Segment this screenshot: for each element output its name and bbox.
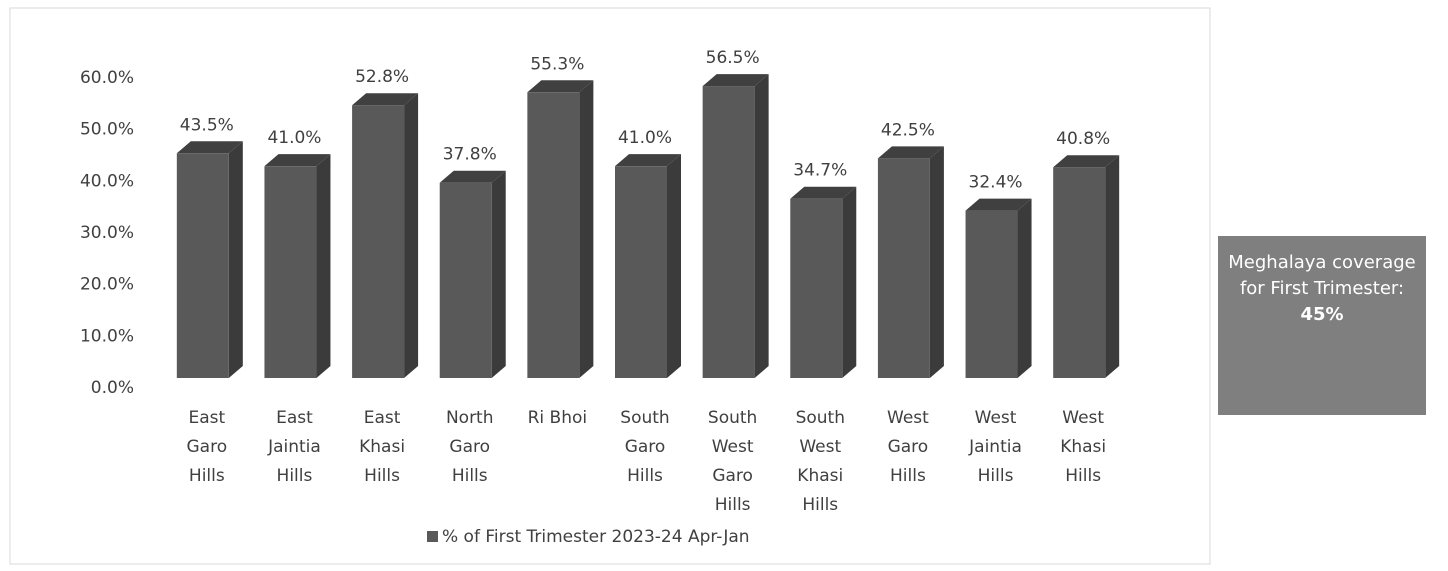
data-label: 37.8%: [443, 145, 497, 165]
x-tick-label: East Garo Hills: [187, 408, 228, 486]
bar: [877, 158, 930, 378]
bar-side: [754, 74, 769, 378]
bar-top: [790, 186, 857, 199]
data-label: 40.8%: [1056, 129, 1110, 149]
bar-side: [929, 146, 944, 378]
bar: [1053, 167, 1106, 378]
bar: [527, 92, 580, 379]
bar-top: [439, 170, 506, 183]
bar-top: [527, 80, 594, 93]
data-label: 52.8%: [355, 67, 409, 87]
bar-side: [667, 154, 681, 378]
bar: [352, 105, 405, 378]
bar: [264, 166, 317, 378]
bar-side: [228, 141, 243, 378]
legend-swatch: [427, 531, 438, 542]
x-tick-label: West Garo Hills: [887, 408, 929, 486]
y-tick-label: 50.0%: [80, 120, 134, 140]
bar-top: [176, 141, 243, 154]
bar-top: [877, 146, 944, 159]
data-label: 43.5%: [180, 115, 234, 135]
bar-top: [264, 154, 331, 167]
x-tick-label: North Garo Hills: [446, 408, 494, 486]
y-tick-label: 20.0%: [80, 275, 134, 295]
bar-top: [1053, 155, 1120, 168]
bar-side: [404, 93, 419, 378]
bar-side: [1017, 198, 1032, 378]
data-label: 41.0%: [618, 128, 672, 148]
bar-side: [842, 186, 857, 378]
bar: [702, 86, 755, 378]
data-label: 56.5%: [706, 48, 760, 68]
data-label: 42.5%: [881, 120, 935, 140]
bar-top: [615, 154, 681, 167]
summary-text: Meghalaya coverage for First Trimester:: [1228, 252, 1416, 299]
bar: [615, 166, 667, 378]
x-tick-label: East Jaintia Hills: [267, 408, 321, 486]
x-tick-label: South West Garo Hills: [708, 408, 757, 515]
x-tick-label: East Khasi Hills: [359, 408, 405, 486]
summary-value: 45%: [1300, 304, 1344, 325]
bar: [176, 153, 229, 378]
x-tick-label: South Garo Hills: [620, 408, 669, 486]
bar-side: [1105, 155, 1120, 378]
x-tick-label: West Khasi Hills: [1060, 408, 1106, 486]
data-label: 55.3%: [530, 54, 584, 74]
bar: [965, 210, 1018, 378]
y-tick-label: 60.0%: [80, 68, 134, 88]
bar-top: [965, 198, 1032, 211]
y-tick-label: 40.0%: [80, 171, 134, 191]
summary-box: Meghalaya coverage for First Trimester: …: [1218, 236, 1426, 415]
data-label: 34.7%: [793, 161, 847, 181]
bar: [790, 198, 843, 378]
y-tick-label: 0.0%: [91, 378, 134, 398]
bar-side: [491, 170, 506, 378]
bar-top: [702, 74, 769, 87]
y-tick-label: 30.0%: [80, 223, 134, 243]
chart-frame: [9, 7, 1211, 565]
bar-top: [352, 93, 419, 106]
x-tick-label: Ri Bhoi: [528, 408, 588, 428]
x-tick-label: South West Khasi Hills: [796, 408, 845, 515]
y-tick-label: 10.0%: [80, 326, 134, 346]
legend-label: % of First Trimester 2023-24 Apr-Jan: [442, 527, 750, 547]
bar-side: [316, 154, 331, 378]
data-label: 32.4%: [969, 173, 1023, 193]
data-label: 41.0%: [267, 128, 321, 148]
x-tick-label: West Jaintia Hills: [968, 408, 1022, 486]
bar: [439, 182, 492, 378]
bar-side: [579, 80, 594, 379]
